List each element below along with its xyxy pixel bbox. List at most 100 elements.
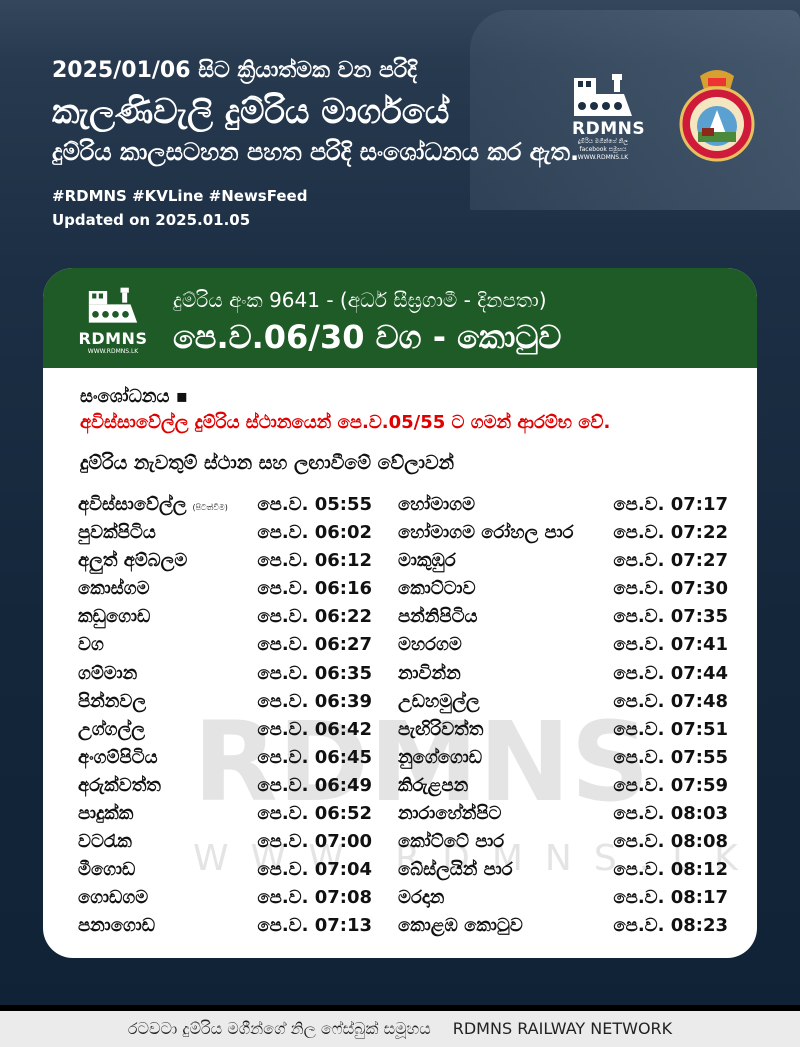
timetable-card: RDMNS WWW.RDMNS.LK දුම්රිය අංක 9641 - (අ…	[43, 268, 757, 958]
station-name: පාදුක්ක	[78, 803, 134, 825]
left-time: පෙ.ව. 06:42	[257, 718, 372, 740]
left-station: පුවක්පිටිය	[78, 522, 156, 543]
right-time: පෙ.ව. 07:30	[613, 578, 728, 600]
left-station: මීගොඩ	[78, 859, 135, 880]
revision-text: අවිස්සාවේල්ල දුම්රිය ස්ථානයෙන් පෙ.ව.05/5…	[80, 412, 611, 433]
station-name: අරුක්වත්ත	[78, 774, 161, 796]
watermark-text: RDMNS	[193, 698, 650, 826]
right-time: පෙ.ව. 08:12	[613, 859, 728, 881]
left-station: කඩුගොඩ	[78, 606, 150, 627]
left-station: පින්නවල	[78, 691, 146, 712]
right-station: මාකුඹුර	[398, 550, 456, 572]
revision-label: සංශෝධනය ▪	[80, 386, 188, 407]
right-time: පෙ.ව. 07:27	[613, 550, 728, 572]
right-station: නාවින්න	[398, 662, 461, 684]
right-station: කෝට්ටේ පාර	[398, 831, 505, 853]
left-time: පෙ.ව. 06:12	[257, 550, 372, 572]
footer-network: RDMNS RAILWAY NETWORK	[452, 1019, 673, 1038]
table-row: මීගොඩ පෙ.ව. 07:04 බේස්ලයින් පාර පෙ.ව. 08:12	[78, 857, 728, 885]
right-station: බේස්ලයින් පාර	[398, 859, 513, 881]
table-row: පනාගොඩ පෙ.ව. 07:13 කොළඹ කොටුව පෙ.ව. 08:23	[78, 913, 728, 941]
table-row: වටරැක පෙ.ව. 07:00 කෝට්ටේ පාර පෙ.ව. 08:08	[78, 829, 728, 857]
right-time: පෙ.ව. 07:59	[613, 774, 728, 796]
right-time: පෙ.ව. 07:55	[613, 746, 728, 768]
station-name: ගොඩගම	[78, 887, 149, 909]
left-station: වටරැක	[78, 831, 132, 852]
right-station: හෝමාගම රෝහල පාර	[398, 522, 574, 544]
train-icon	[574, 74, 632, 116]
left-station: ගොඩගම	[78, 887, 148, 908]
left-station: කොස්ගම	[78, 578, 150, 599]
station-name: වග	[78, 634, 104, 656]
station-name: පුවක්පිටිය	[78, 522, 156, 544]
logo-url: WWW.RDMNS.LK	[87, 348, 139, 355]
right-station: නුගේගොඩ	[398, 746, 483, 768]
station-name: කොස්ගම	[78, 578, 150, 600]
background-trees	[0, 0, 800, 60]
left-station: පනාගොඩ	[78, 915, 155, 936]
left-station: පාදුක්ක	[78, 803, 133, 824]
left-time: පෙ.ව. 07:08	[257, 887, 372, 909]
right-time: පෙ.ව. 08:23	[613, 915, 728, 937]
left-time: පෙ.ව. 07:00	[257, 831, 372, 853]
right-station: පැඟිරිවත්ත	[398, 718, 484, 740]
station-name: උග්ගල්ල	[78, 718, 145, 740]
right-time: පෙ.ව. 08:03	[613, 803, 728, 825]
left-time: පෙ.ව. 07:04	[257, 859, 372, 881]
station-name: ගම්මාන	[78, 662, 138, 684]
left-station: අවිස්සාවේල්ල (පිටත්වීම)	[78, 494, 228, 515]
right-time: පෙ.ව. 08:08	[613, 831, 728, 853]
right-station: මහරගම	[398, 634, 462, 656]
left-station: ගම්මාන	[78, 663, 137, 684]
left-time: පෙ.ව. 06:27	[257, 634, 372, 656]
left-station: අරුක්වත්ත	[78, 775, 161, 796]
station-name: මීගොඩ	[78, 859, 136, 881]
table-row: පාදුක්ක පෙ.ව. 06:52 නාරාහේන්පිට පෙ.ව. 08:03	[78, 801, 728, 829]
left-time: පෙ.ව. 06:02	[257, 522, 372, 544]
station-name: පනාගොඩ	[78, 915, 156, 937]
station-name: කඩුගොඩ	[78, 606, 151, 628]
station-name: අවිස්සාවේල්ල	[78, 494, 187, 515]
right-time: පෙ.ව. 07:35	[613, 606, 728, 628]
right-time: පෙ.ව. 07:48	[613, 690, 728, 712]
left-station: අලුත් අම්බලම	[78, 550, 187, 571]
left-station: අංගම්පිටිය	[78, 747, 158, 768]
table-row: අලුත් අම්බලම පෙ.ව. 06:12 මාකුඹුර පෙ.ව. 07:2…	[78, 548, 728, 576]
table-row: අවිස්සාවේල්ල (පිටත්වීම) පෙ.ව. 05:55 හෝමාගම ප…	[78, 492, 728, 520]
logo-subtitle: දුම්රිය මගීන්ගේ නිල facebook සමූහය	[577, 138, 629, 153]
left-time: පෙ.ව. 06:39	[257, 690, 372, 712]
left-station: වග	[78, 634, 104, 655]
hashtags: #RDMNS #KVLine #NewsFeed	[52, 187, 308, 205]
left-station: උග්ගල්ල	[78, 719, 145, 740]
right-station: හෝමාගම	[398, 494, 476, 515]
route-title: පෙ.ව.06/30 වග - කොටුව	[173, 318, 562, 356]
departure-note: (පිටත්වීම)	[192, 503, 228, 512]
right-station: උඩහමුල්ල	[398, 690, 480, 712]
right-station: කොට්ටාව	[398, 578, 476, 600]
left-time: පෙ.ව. 06:35	[257, 662, 372, 684]
table-row: අරුක්වත්ත පෙ.ව. 06:49 කිරුළපන පෙ.ව. 07:59	[78, 773, 728, 801]
station-name: පින්නවල	[78, 690, 147, 712]
table-row: පුවක්පිටිය පෙ.ව. 06:02 හෝමාගම රෝහල පාර පෙ.ව…	[78, 520, 728, 548]
left-time: පෙ.ව. 06:45	[257, 746, 372, 768]
table-row: අංගම්පිටිය පෙ.ව. 06:45 නුගේගොඩ පෙ.ව. 07:55	[78, 745, 728, 773]
logo-url: WWW.RDMNS.LK	[577, 154, 629, 161]
left-time: පෙ.ව. 07:13	[257, 915, 372, 937]
right-time: පෙ.ව. 07:17	[613, 494, 728, 515]
footer-divider	[0, 1005, 800, 1011]
table-row: කොස්ගම පෙ.ව. 06:16 කොට්ටාව පෙ.ව. 07:30	[78, 576, 728, 604]
train-icon	[88, 287, 138, 323]
right-time: පෙ.ව. 07:41	[613, 634, 728, 656]
railway-seal-emblem	[679, 70, 755, 162]
right-station: පන්නිපිටිය	[398, 606, 478, 628]
footer-group-name: රටවටා දුම්රිය මගීන්ගේ නිල ෆේස්බුක් සමූහය	[127, 1019, 431, 1038]
stops-table: අවිස්සාවේල්ල (පිටත්වීම) පෙ.ව. 05:55 හෝමාගම ප…	[78, 492, 728, 942]
left-time: පෙ.ව. 06:22	[257, 606, 372, 628]
logo-text: RDMNS	[572, 119, 646, 139]
left-time: පෙ.ව. 06:52	[257, 803, 372, 825]
rdmns-logo: RDMNS දුම්රිය මගීන්ගේ නිල facebook සමූහය…	[572, 72, 646, 162]
right-time: පෙ.ව. 08:17	[613, 887, 728, 909]
station-name: අංගම්පිටිය	[78, 746, 158, 768]
right-time: පෙ.ව. 07:51	[613, 718, 728, 740]
left-time: පෙ.ව. 06:16	[257, 578, 372, 600]
